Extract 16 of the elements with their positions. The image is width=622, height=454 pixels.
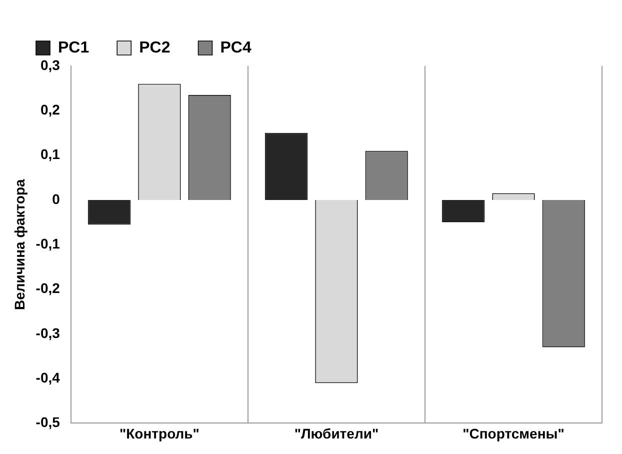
y-axis-title: Величина фактора (11, 178, 28, 310)
y-tick-label: 0,3 (40, 56, 60, 73)
y-tick-label: -0,2 (36, 280, 60, 296)
y-tick-label: -0,4 (36, 369, 60, 386)
y-tick-label: -0,5 (36, 414, 60, 430)
y-tick-label: -0,3 (36, 324, 60, 341)
x-tick-label: "Спортсмены" (462, 425, 564, 442)
y-tick-label: 0,1 (40, 146, 60, 162)
y-tick-label: 0,2 (40, 102, 60, 118)
legend-label: PC4 (220, 39, 252, 56)
legend-label: PC2 (139, 39, 170, 56)
y-tick-label: -0,1 (36, 235, 60, 252)
x-tick-label: "Контроль" (119, 425, 200, 442)
y-tick-label: 0 (52, 190, 60, 207)
legend-label: PC1 (58, 39, 90, 56)
x-tick-label: "Любители" (294, 425, 379, 442)
